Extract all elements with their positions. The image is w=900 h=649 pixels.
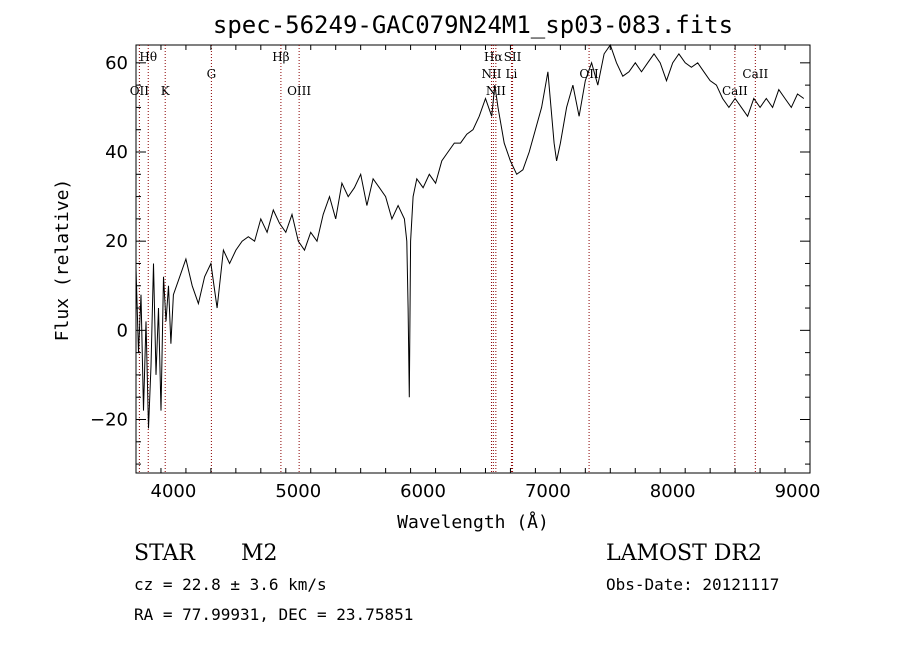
axis-tick-labels: 4000 5000 6000 7000 8000 9000 −20 0 20 40 60 xyxy=(90,53,820,502)
y-tick-label: 40 xyxy=(105,142,128,163)
spectrum-line xyxy=(135,43,805,429)
y-tick-label: 0 xyxy=(117,320,128,341)
velocity-text: cz = 22.8 ± 3.6 km/s xyxy=(134,575,327,594)
reference-line-label: Hβ xyxy=(272,50,289,64)
plot-frame xyxy=(135,44,811,474)
reference-lines xyxy=(138,45,756,473)
x-tick-label: 4000 xyxy=(151,481,197,502)
x-axis-label: Wavelength (Å) xyxy=(397,511,549,533)
reference-line-label: K xyxy=(161,84,171,98)
y-tick-label: 60 xyxy=(105,53,128,74)
chart-title: spec-56249-GAC079N24M1_sp03-083.fits xyxy=(213,11,733,39)
y-axis-label: Flux (relative) xyxy=(52,179,73,342)
x-tick-label: 7000 xyxy=(525,481,571,502)
reference-line-label: SII xyxy=(504,50,522,64)
x-tick-label: 5000 xyxy=(275,481,321,502)
y-tick-label: 20 xyxy=(105,231,128,252)
y-tick-label: −20 xyxy=(90,410,128,431)
reference-line-label: Hθ xyxy=(139,50,157,64)
x-tick-label: 8000 xyxy=(650,481,696,502)
survey-name: LAMOST DR2 xyxy=(606,541,762,566)
obs-date-text: Obs-Date: 20121117 xyxy=(606,575,779,594)
reference-line-label: G xyxy=(207,67,217,81)
reference-line-label: OII xyxy=(130,84,150,98)
object-class: STAR xyxy=(134,541,196,566)
x-tick-label: 6000 xyxy=(400,481,446,502)
reference-line-label: NII xyxy=(481,67,501,81)
info-panel: STAR M2 LAMOST DR2 cz = 22.8 ± 3.6 km/s … xyxy=(134,541,779,624)
x-tick-label: 9000 xyxy=(775,481,821,502)
reference-line-label: OIII xyxy=(287,84,311,98)
coordinates-text: RA = 77.99931, DEC = 23.75851 xyxy=(134,605,413,624)
reference-line-label: Li xyxy=(506,67,518,81)
axis-ticks xyxy=(135,45,811,473)
reference-line-label: Hα xyxy=(484,50,503,64)
reference-line-label: CaII xyxy=(722,84,748,98)
reference-line-label: CaII xyxy=(742,67,768,81)
subclass: M2 xyxy=(241,541,278,566)
